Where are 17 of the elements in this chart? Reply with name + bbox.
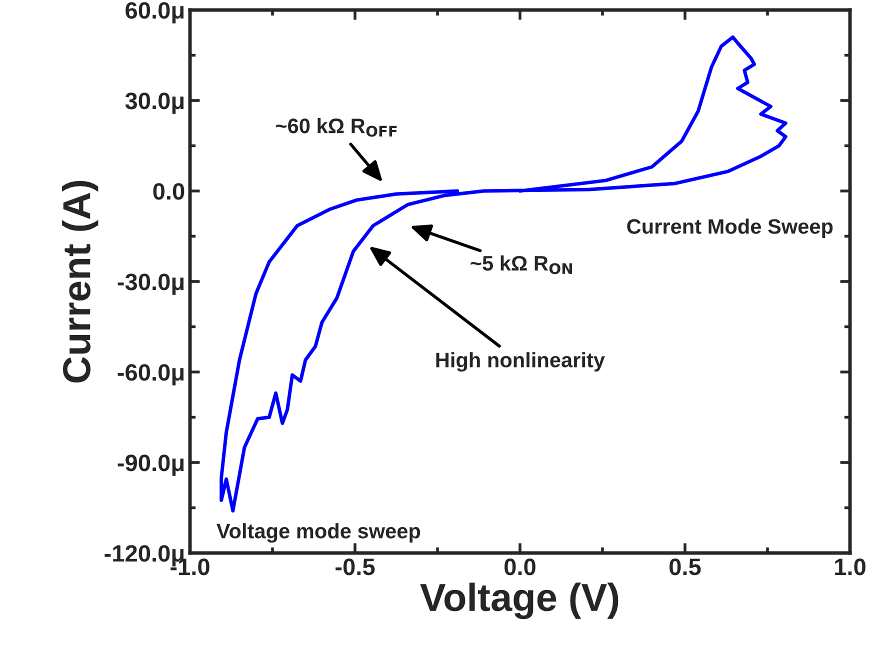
y-axis-title: Current (A) [62,180,98,383]
annotation: High nonlinearity [436,352,605,372]
x-tick-label: 1.0 [835,558,866,576]
annotation: Voltage mode sweep [216,523,420,543]
y-tick-label: -30.0μ [118,274,184,295]
annotation: Current Mode Sweep [627,218,833,238]
x-tick-label: 0.5 [670,558,701,576]
annotation: ~60 kΩ R$_{OFF}$ [276,118,397,137]
y-tick-label: 0.0 [153,183,184,200]
x-tick-label: -0.5 [336,558,375,576]
x-tick-label: 0.0 [504,558,536,576]
y-tick-label: -90.0μ [118,454,184,476]
y-tick-label: 30.0μ [125,92,184,114]
y-tick-label: -60.0μ [118,364,184,386]
annotation: ~5 kΩ R$_{ON}$ [470,255,572,274]
x-axis-title: Voltage (V) [420,582,618,620]
y-tick-label: 60.0μ [126,2,184,24]
